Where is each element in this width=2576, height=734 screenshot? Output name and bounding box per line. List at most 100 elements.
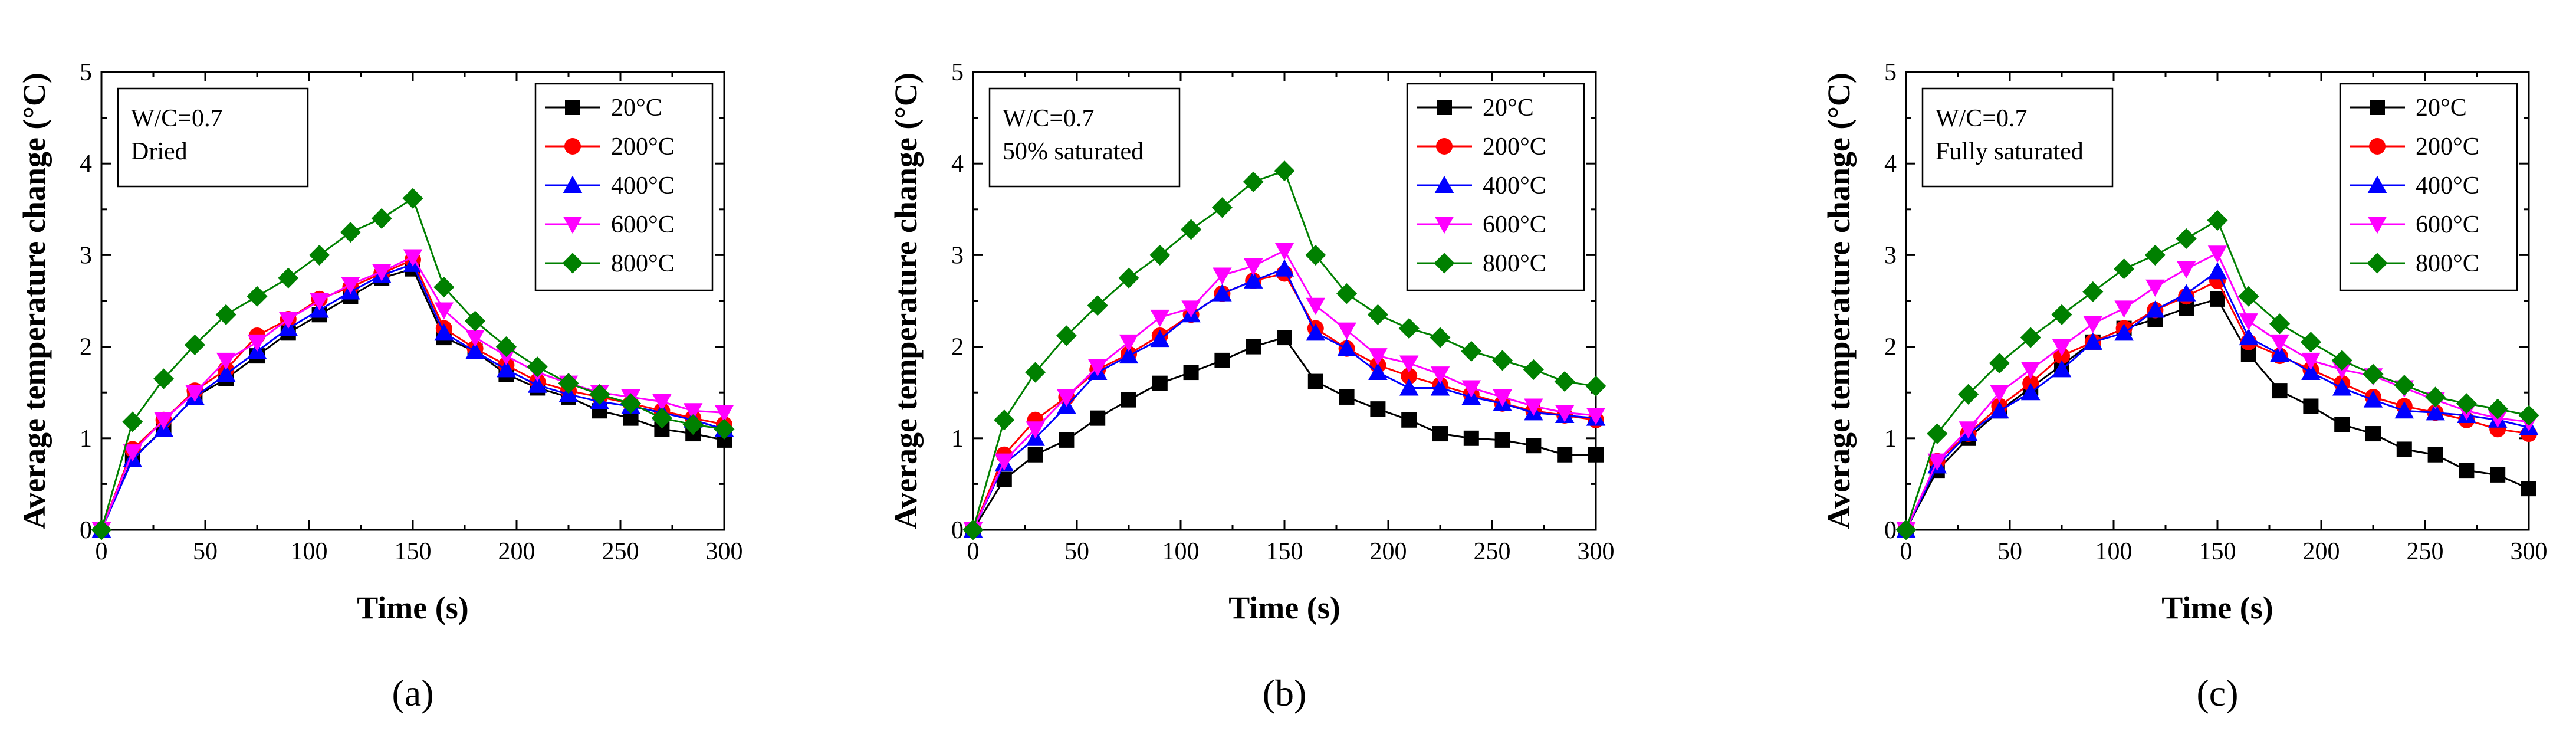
data-point bbox=[2145, 300, 2165, 318]
series-200 bbox=[1898, 272, 2537, 538]
data-point bbox=[1523, 359, 1544, 380]
data-point bbox=[340, 222, 361, 243]
data-point bbox=[1121, 392, 1136, 408]
legend-marker bbox=[2370, 100, 2385, 115]
data-point bbox=[309, 244, 330, 266]
data-point bbox=[1526, 438, 1542, 454]
data-point bbox=[2490, 467, 2506, 483]
data-point bbox=[2020, 327, 2041, 348]
data-point bbox=[2210, 291, 2225, 307]
data-point bbox=[2456, 393, 2477, 414]
data-point bbox=[1461, 340, 1482, 362]
data-point bbox=[1274, 243, 1294, 260]
data-point bbox=[1150, 309, 1170, 327]
legend-item-800: 800°C bbox=[545, 250, 675, 277]
data-point bbox=[154, 412, 173, 430]
data-point bbox=[683, 403, 703, 421]
annotation-text: Fully saturated bbox=[1936, 138, 2084, 165]
data-point bbox=[497, 360, 516, 378]
legend-item-600: 600°C bbox=[1417, 211, 1546, 238]
legend-label: 20°C bbox=[2416, 94, 2467, 122]
data-point bbox=[91, 519, 112, 540]
data-point bbox=[2020, 382, 2041, 401]
legend-item-800: 800°C bbox=[2350, 250, 2479, 277]
legend-marker bbox=[2367, 217, 2387, 234]
data-point bbox=[1027, 447, 1043, 463]
x-tick-label: 100 bbox=[1162, 538, 1200, 565]
data-point bbox=[216, 364, 236, 382]
y-axis-label: Average temperature change (°C) bbox=[1821, 73, 1857, 529]
legend-item-600: 600°C bbox=[2350, 211, 2479, 238]
data-point bbox=[2301, 362, 2321, 381]
x-axis-label: Time (s) bbox=[2161, 590, 2273, 625]
data-point bbox=[1152, 375, 1168, 391]
data-point bbox=[1557, 447, 1573, 463]
data-point bbox=[1087, 295, 1108, 316]
data-point bbox=[1959, 421, 1978, 439]
legend-marker bbox=[1436, 138, 1453, 155]
data-point bbox=[2176, 228, 2197, 250]
data-point bbox=[1246, 339, 1261, 355]
legend-item-200: 200°C bbox=[2350, 133, 2479, 160]
legend-item-800: 800°C bbox=[1417, 250, 1546, 277]
data-point bbox=[1336, 283, 1358, 304]
legend-label: 400°C bbox=[611, 172, 675, 199]
data-point bbox=[2114, 258, 2135, 280]
y-tick-label: 3 bbox=[951, 242, 964, 269]
legend-box bbox=[1406, 83, 1585, 291]
panel-label: (c) bbox=[2196, 672, 2238, 714]
data-point bbox=[2459, 463, 2475, 479]
data-point bbox=[2020, 362, 2041, 379]
data-point bbox=[403, 249, 423, 267]
data-point bbox=[371, 208, 392, 229]
data-point bbox=[2331, 350, 2352, 371]
y-tick-label: 2 bbox=[80, 334, 92, 361]
data-point bbox=[2176, 261, 2196, 278]
data-point bbox=[1927, 453, 1947, 471]
y-tick-label: 3 bbox=[1884, 242, 1897, 269]
data-point bbox=[216, 352, 236, 371]
data-point bbox=[2207, 262, 2227, 280]
y-tick-label: 5 bbox=[1884, 59, 1897, 86]
annotation-box bbox=[117, 87, 309, 188]
x-tick-label: 300 bbox=[706, 538, 743, 565]
data-point bbox=[1149, 244, 1171, 266]
data-point bbox=[1586, 408, 1606, 425]
y-tick-label: 0 bbox=[80, 517, 92, 544]
legend-item-20: 20°C bbox=[545, 94, 662, 122]
legend-item-400: 400°C bbox=[2350, 172, 2479, 199]
data-point bbox=[2207, 245, 2227, 263]
data-point bbox=[1181, 219, 1202, 240]
legend-label: 800°C bbox=[1483, 250, 1546, 277]
data-point bbox=[2426, 403, 2445, 421]
data-point bbox=[2082, 281, 2104, 303]
data-point bbox=[247, 286, 268, 307]
x-tick-label: 300 bbox=[2511, 538, 2548, 565]
data-point bbox=[1211, 197, 1233, 218]
data-point bbox=[527, 375, 547, 393]
chart-panel-2: 0 50 100 150 200 250 300 0 1 2 3 4 5 Time (s) Average … bbox=[888, 59, 1615, 714]
chart-panel-3: 0 50 100 150 200 250 300 0 1 2 3 4 5 Time (s) Average … bbox=[1821, 59, 2548, 714]
legend-marker bbox=[1434, 175, 1454, 193]
annotation-text: W/C=0.7 bbox=[1003, 105, 1095, 132]
data-point bbox=[1927, 423, 1948, 444]
data-point bbox=[1181, 300, 1201, 318]
legend-box bbox=[534, 83, 714, 291]
data-point bbox=[2427, 447, 2443, 463]
legend-marker bbox=[2369, 138, 2386, 155]
data-point bbox=[1958, 384, 1979, 405]
panel-label: (b) bbox=[1263, 672, 1307, 714]
data-point bbox=[2521, 481, 2536, 497]
data-point bbox=[620, 393, 642, 414]
data-point bbox=[1432, 426, 1448, 442]
y-axis-label: Average temperature change (°C) bbox=[17, 73, 52, 529]
data-point bbox=[1337, 339, 1356, 356]
data-point bbox=[2394, 375, 2415, 396]
data-point bbox=[2083, 316, 2103, 334]
data-point bbox=[341, 277, 360, 294]
legend: 20°C 200°C 400°C 600°C 800°C bbox=[1406, 83, 1585, 291]
data-point bbox=[495, 336, 517, 358]
data-point bbox=[185, 385, 205, 402]
y-tick-label: 0 bbox=[951, 517, 964, 544]
x-tick-label: 200 bbox=[498, 538, 535, 565]
